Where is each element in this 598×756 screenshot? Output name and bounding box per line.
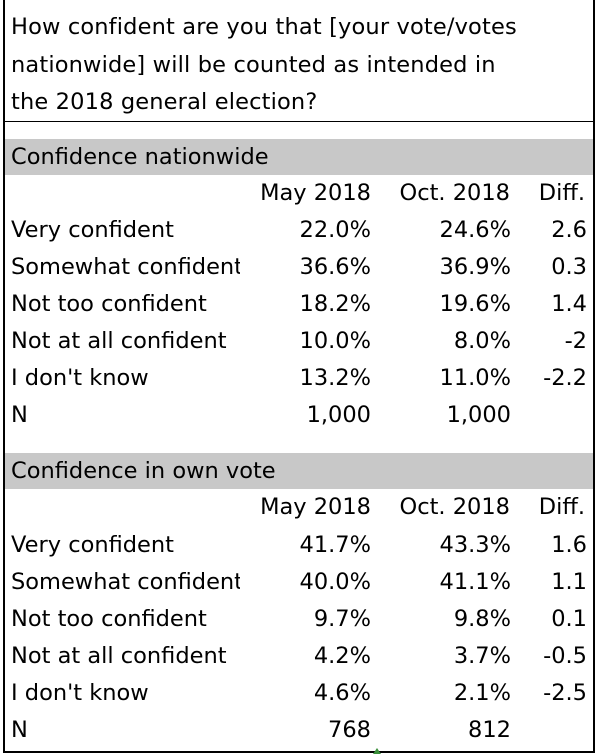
table-row: Not too confident 9.7% 9.8% 0.1 bbox=[5, 601, 593, 638]
column-header-diff: Diff. bbox=[538, 180, 585, 206]
table-row: N 1,000 1,000 bbox=[5, 397, 593, 434]
table-row: I don't know 4.6% 2.1% -2.5 bbox=[5, 675, 593, 712]
row-label: Not at all confident bbox=[11, 643, 227, 669]
row-label: Very confident bbox=[11, 217, 174, 243]
cell-may: 768 bbox=[328, 717, 371, 743]
cell-diff: -2 bbox=[564, 328, 587, 354]
cell-diff bbox=[515, 397, 587, 434]
column-header-oct: Oct. 2018 bbox=[399, 180, 510, 206]
row-label: N bbox=[11, 717, 28, 743]
row-label: Very confident bbox=[11, 532, 174, 558]
cell-may: 9.7% bbox=[313, 606, 371, 632]
table-row: Somewhat confident 40.0% 41.1% 1.1 bbox=[5, 564, 593, 601]
table-row: Not at all confident 4.2% 3.7% -0.5 bbox=[5, 638, 593, 675]
table-row: Somewhat confident 36.6% 36.9% 0.3 bbox=[5, 249, 593, 286]
cell-may: 41.7% bbox=[299, 532, 371, 558]
cell-oct: 41.1% bbox=[439, 569, 511, 595]
table-row: Very confident 22.0% 24.6% 2.6 bbox=[5, 212, 593, 249]
cell-may: 18.2% bbox=[299, 291, 371, 317]
row-label: Not too confident bbox=[11, 606, 207, 632]
row-label: Not at all confident bbox=[11, 328, 227, 354]
cell-oct: 8.0% bbox=[453, 328, 511, 354]
cell-diff: 0.3 bbox=[551, 254, 587, 280]
cell-diff bbox=[515, 712, 587, 749]
cell-diff: -2.2 bbox=[543, 365, 587, 391]
row-label: Somewhat confident bbox=[11, 254, 240, 280]
cell-oct: 3.7% bbox=[453, 643, 511, 669]
cell-may: 13.2% bbox=[299, 365, 371, 391]
cell-may: 22.0% bbox=[299, 217, 371, 243]
cell-oct: 24.6% bbox=[439, 217, 511, 243]
cell-may: 1,000 bbox=[306, 402, 371, 428]
row-label: I don't know bbox=[11, 365, 149, 391]
column-header-may: May 2018 bbox=[260, 494, 371, 520]
cell-oct: 9.8% bbox=[453, 606, 511, 632]
survey-table: How confident are you that [your vote/vo… bbox=[3, 0, 595, 753]
cell-oct: 11.0% bbox=[439, 365, 511, 391]
question-line: How confident are you that [your vote/vo… bbox=[11, 14, 517, 40]
cell-diff: 1.1 bbox=[551, 569, 587, 595]
table-row: N 768 812 bbox=[5, 712, 593, 749]
section-header-nationwide: Confidence nationwide bbox=[5, 139, 593, 175]
column-header-oct: Oct. 2018 bbox=[399, 494, 510, 520]
cell-oct: 43.3% bbox=[439, 532, 511, 558]
cell-oct: 812 bbox=[468, 717, 511, 743]
table-row: Very confident 41.7% 43.3% 1.6 bbox=[5, 527, 593, 564]
cell-oct: 2.1% bbox=[453, 680, 511, 706]
cell-diff: 1.6 bbox=[551, 532, 587, 558]
cell-diff: 2.6 bbox=[551, 217, 587, 243]
column-header-diff: Diff. bbox=[538, 494, 585, 520]
cell-may: 10.0% bbox=[299, 328, 371, 354]
cell-diff: 1.4 bbox=[551, 291, 587, 317]
table-row: I don't know 13.2% 11.0% -2.2 bbox=[5, 360, 593, 397]
section-header-own-vote: Confidence in own vote bbox=[5, 453, 593, 489]
cell-may: 4.2% bbox=[313, 643, 371, 669]
table-row: Not too confident 18.2% 19.6% 1.4 bbox=[5, 286, 593, 323]
cell-oct: 36.9% bbox=[439, 254, 511, 280]
cell-diff: -2.5 bbox=[543, 680, 587, 706]
row-label: Somewhat confident bbox=[11, 569, 240, 595]
cell-oct: 1,000 bbox=[446, 402, 511, 428]
cell-may: 4.6% bbox=[313, 680, 371, 706]
question-text: How confident are you that [your vote/vo… bbox=[11, 9, 586, 122]
column-header-row: May 2018 Oct. 2018 Diff. bbox=[5, 175, 593, 212]
cell-may: 40.0% bbox=[299, 569, 371, 595]
cell-diff: 0.1 bbox=[551, 606, 587, 632]
question-line: the 2018 general election? bbox=[11, 89, 318, 116]
table-row: Not at all confident 10.0% 8.0% -2 bbox=[5, 323, 593, 360]
cell-may: 36.6% bbox=[299, 254, 371, 280]
corner-marker-icon bbox=[373, 748, 381, 754]
row-label: N bbox=[11, 402, 28, 428]
divider bbox=[5, 121, 593, 122]
column-header-may: May 2018 bbox=[260, 180, 371, 206]
question-line: nationwide] will be counted as intended … bbox=[11, 51, 496, 78]
cell-diff: -0.5 bbox=[543, 643, 587, 669]
column-header-row: May 2018 Oct. 2018 Diff. bbox=[5, 489, 593, 526]
row-label: I don't know bbox=[11, 680, 149, 706]
row-label: Not too confident bbox=[11, 291, 207, 317]
cell-oct: 19.6% bbox=[439, 291, 511, 317]
